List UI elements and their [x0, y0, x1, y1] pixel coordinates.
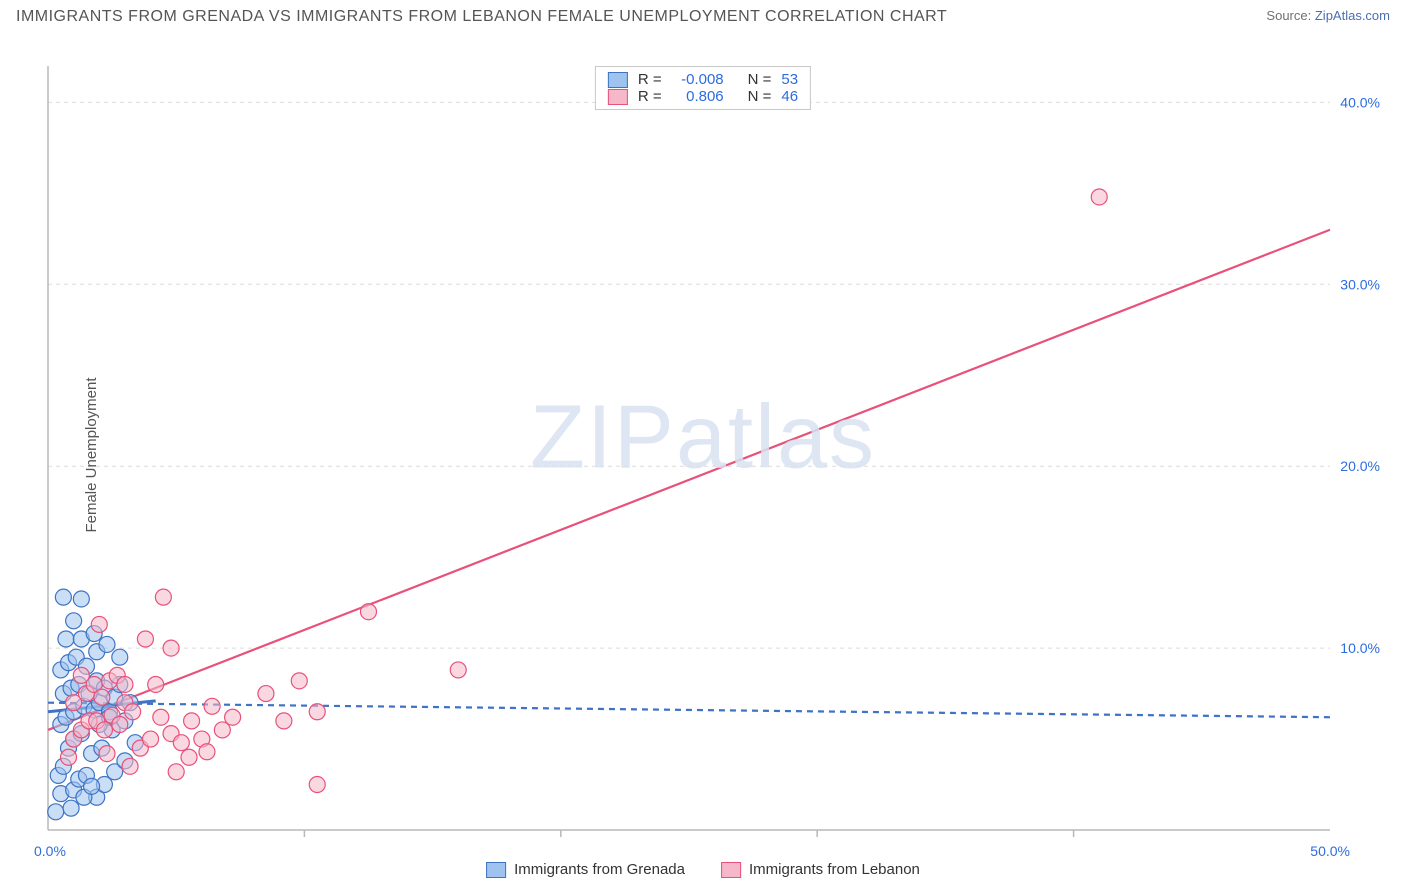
n-label: N = — [748, 71, 772, 88]
r-label: R = — [638, 71, 662, 88]
n-value-grenada: 53 — [781, 71, 798, 88]
legend-swatch-grenada — [486, 862, 506, 878]
legend-item-grenada: Immigrants from Grenada — [486, 861, 685, 878]
legend-swatch-lebanon — [608, 89, 628, 105]
correlation-legend: R = -0.008 N = 53 R = 0.806 N = 46 — [595, 66, 811, 110]
source-attribution: Source: ZipAtlas.com — [1266, 8, 1390, 23]
legend-row-lebanon: R = 0.806 N = 46 — [608, 88, 798, 105]
chart-area: Female Unemployment ZIPatlas 0.0%50.0%10… — [0, 30, 1406, 880]
legend-swatch-lebanon — [721, 862, 741, 878]
n-label: N = — [748, 88, 772, 105]
r-value-lebanon: 0.806 — [672, 88, 724, 105]
legend-item-lebanon: Immigrants from Lebanon — [721, 861, 920, 878]
chart-svg: 0.0% 50.0% 10.0% 20.0% 30.0% 40.0% — [0, 30, 1406, 870]
chart-title: IMMIGRANTS FROM GRENADA VS IMMIGRANTS FR… — [16, 8, 947, 26]
source-link[interactable]: ZipAtlas.com — [1315, 8, 1390, 23]
svg-text:10.0%: 10.0% — [1340, 640, 1380, 656]
legend-swatch-grenada — [608, 72, 628, 88]
source-label: Source: — [1266, 8, 1311, 23]
legend-label-grenada: Immigrants from Grenada — [514, 861, 685, 878]
n-value-lebanon: 46 — [781, 88, 798, 105]
svg-text:50.0%: 50.0% — [1310, 843, 1350, 859]
r-label: R = — [638, 88, 662, 105]
y-axis-label: Female Unemployment — [83, 377, 100, 532]
series-legend: Immigrants from Grenada Immigrants from … — [486, 861, 920, 878]
svg-text:0.0%: 0.0% — [34, 843, 66, 859]
legend-label-lebanon: Immigrants from Lebanon — [749, 861, 920, 878]
legend-row-grenada: R = -0.008 N = 53 — [608, 71, 798, 88]
svg-text:40.0%: 40.0% — [1340, 94, 1380, 110]
r-value-grenada: -0.008 — [672, 71, 724, 88]
svg-text:30.0%: 30.0% — [1340, 276, 1380, 292]
svg-text:20.0%: 20.0% — [1340, 458, 1380, 474]
